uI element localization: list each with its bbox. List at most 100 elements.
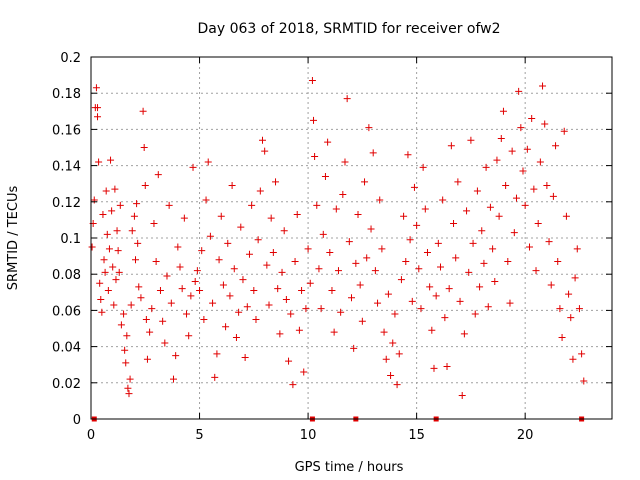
data-point xyxy=(515,87,523,95)
data-point xyxy=(204,158,212,166)
data-point xyxy=(193,267,201,275)
data-point xyxy=(289,381,297,389)
data-point xyxy=(235,308,243,316)
data-point xyxy=(478,227,486,235)
data-points xyxy=(88,77,588,399)
data-point xyxy=(213,350,221,358)
data-point xyxy=(239,276,247,284)
data-point xyxy=(369,149,377,157)
data-point xyxy=(549,192,557,200)
data-point xyxy=(361,178,369,186)
data-point xyxy=(132,256,140,264)
data-point xyxy=(291,258,299,266)
data-point xyxy=(97,296,105,304)
data-point xyxy=(565,290,573,298)
data-point xyxy=(441,314,449,322)
data-point xyxy=(506,299,514,307)
data-point xyxy=(163,272,171,280)
data-point xyxy=(237,223,245,231)
data-point xyxy=(111,185,119,193)
data-point xyxy=(254,236,262,244)
data-point xyxy=(110,301,118,309)
data-point xyxy=(300,368,308,376)
data-point xyxy=(382,355,390,363)
data-point xyxy=(241,353,249,361)
data-point xyxy=(226,292,234,300)
data-point xyxy=(104,286,112,294)
data-point xyxy=(486,203,494,211)
data-point xyxy=(402,258,410,266)
data-point xyxy=(103,230,111,238)
data-point xyxy=(324,138,332,146)
y-tick-label: 0.14 xyxy=(52,160,81,175)
data-point xyxy=(185,332,193,340)
data-point xyxy=(176,263,184,271)
data-point xyxy=(575,305,583,313)
data-point xyxy=(102,187,110,195)
y-tick-label: 0.08 xyxy=(52,268,81,283)
data-point xyxy=(447,142,455,150)
grid-lines xyxy=(91,57,612,419)
data-point xyxy=(541,120,549,128)
data-point xyxy=(523,145,531,153)
data-point xyxy=(443,363,451,371)
data-point xyxy=(112,276,120,284)
data-point xyxy=(408,297,416,305)
data-point xyxy=(92,84,100,92)
x-tick-label: 10 xyxy=(300,428,317,443)
data-point xyxy=(256,187,264,195)
data-point xyxy=(258,136,266,144)
data-point xyxy=(330,328,338,336)
data-point xyxy=(113,227,121,235)
data-point xyxy=(287,310,295,318)
data-point xyxy=(356,281,364,289)
data-point xyxy=(343,95,351,103)
data-point xyxy=(539,82,547,90)
data-point xyxy=(317,305,325,313)
data-point xyxy=(532,267,540,275)
data-point xyxy=(404,151,412,159)
data-point xyxy=(397,276,405,284)
y-tick-label: 0.2 xyxy=(60,51,81,66)
x-tick-label: 15 xyxy=(408,428,425,443)
data-point xyxy=(88,243,96,251)
data-point xyxy=(573,245,581,253)
data-point xyxy=(298,286,306,294)
data-point xyxy=(471,310,479,318)
data-point xyxy=(95,158,103,166)
data-point xyxy=(567,314,575,322)
data-point xyxy=(196,286,204,294)
data-point xyxy=(562,212,570,220)
data-point xyxy=(250,286,258,294)
data-point xyxy=(107,156,115,164)
data-point xyxy=(332,205,340,213)
data-point xyxy=(114,247,122,255)
data-point xyxy=(354,210,362,218)
data-point xyxy=(365,124,373,132)
data-point xyxy=(426,283,434,291)
data-point xyxy=(137,294,145,302)
data-point xyxy=(393,381,401,389)
data-point xyxy=(519,167,527,175)
data-point xyxy=(161,339,169,347)
data-point xyxy=(217,212,225,220)
y-tick-label: 0.1 xyxy=(60,232,81,247)
data-point xyxy=(460,330,468,338)
data-point xyxy=(126,375,134,383)
data-point xyxy=(384,290,392,298)
data-point xyxy=(141,182,149,190)
data-point xyxy=(469,239,477,247)
data-point xyxy=(183,310,191,318)
y-tick-label: 0 xyxy=(73,413,81,428)
data-point xyxy=(345,238,353,246)
data-point xyxy=(263,261,271,269)
data-point xyxy=(261,147,269,155)
data-point xyxy=(410,183,418,191)
data-point xyxy=(528,115,536,123)
data-point xyxy=(569,355,577,363)
data-point xyxy=(432,292,440,300)
data-point xyxy=(545,238,553,246)
data-point xyxy=(139,107,147,115)
data-point xyxy=(169,375,177,383)
